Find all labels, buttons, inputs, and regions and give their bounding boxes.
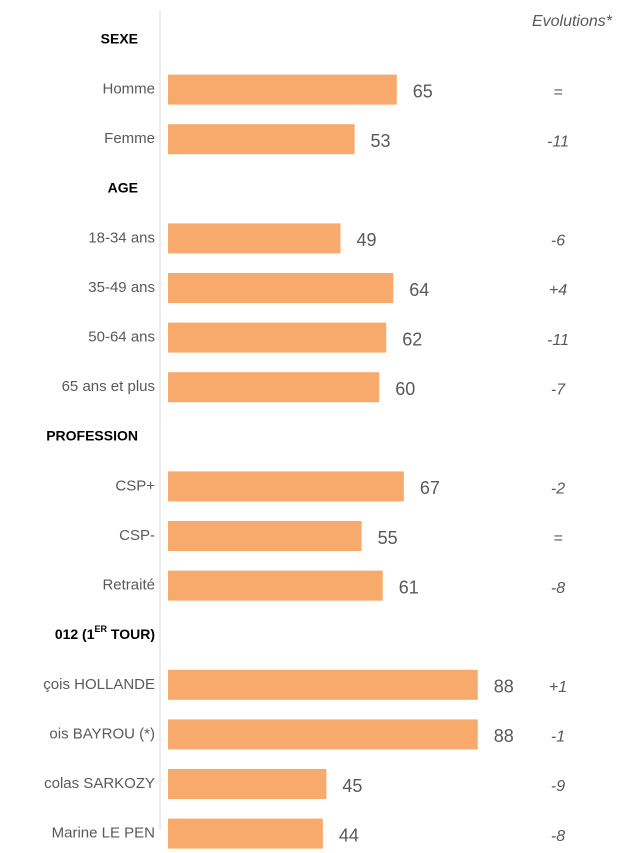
value-label: 61: [399, 577, 419, 597]
group-header: SEXE: [101, 31, 138, 47]
evolution-title: Evolutions*: [532, 13, 613, 30]
category-label: 18-34 ans: [88, 229, 155, 246]
category-label: ois BAYROU (*): [49, 725, 155, 742]
evolution: -8: [551, 580, 565, 597]
header-part: TOUR): [107, 626, 155, 642]
value-label: 88: [494, 677, 514, 697]
category-label: Marine LE PEN: [52, 825, 155, 842]
bar: [168, 74, 397, 105]
category-label: 65 ans et plus: [62, 378, 155, 395]
category-label: 35-49 ans: [88, 279, 155, 296]
category-label: Homme: [102, 81, 155, 98]
category-label: Femme: [104, 130, 155, 147]
value-label: 67: [420, 478, 440, 498]
header-part: ER: [95, 625, 108, 635]
evolution: -7: [551, 381, 566, 398]
value-label: 62: [402, 329, 422, 349]
evolution: -2: [551, 481, 565, 498]
evolution: -9: [551, 778, 565, 795]
value-label: 45: [342, 776, 362, 796]
bar: [168, 669, 478, 700]
bar: [168, 521, 362, 551]
bar: [168, 124, 355, 155]
bar: [168, 719, 478, 750]
evolution: =: [553, 84, 562, 101]
evolution: +1: [549, 679, 567, 696]
group-header: 012 (1ER TOUR): [55, 625, 155, 642]
value-label: 49: [356, 230, 376, 250]
bar: [168, 322, 387, 353]
bar: [168, 273, 394, 303]
value-label: 55: [378, 528, 398, 548]
evolution: -11: [547, 133, 569, 150]
value-label: 60: [395, 379, 415, 399]
evolution: -6: [551, 233, 565, 250]
value-label: 65: [413, 81, 433, 101]
evolution: -1: [551, 729, 565, 746]
evolution: =: [553, 530, 562, 547]
bar: [168, 570, 383, 601]
group-header: AGE: [108, 180, 138, 196]
evolution: +4: [549, 282, 567, 299]
category-label: colas SARKOZY: [44, 775, 155, 792]
value-label: 64: [409, 280, 429, 300]
bar: [168, 372, 380, 403]
group-header: PROFESSION: [46, 428, 138, 444]
bar: [168, 471, 404, 502]
value-label: 88: [494, 726, 514, 746]
header-part: 012 (1: [55, 626, 95, 642]
category-label: CSP-: [119, 527, 155, 544]
category-label: Retraité: [102, 577, 155, 594]
value-label: 53: [371, 131, 391, 151]
category-label: CSP+: [115, 477, 155, 494]
category-label: çois HOLLANDE: [43, 676, 155, 693]
evolution: -8: [551, 828, 565, 845]
category-label: 50-64 ans: [88, 329, 155, 346]
bar: [168, 769, 327, 799]
evolution: -11: [547, 332, 569, 349]
value-label: 44: [339, 825, 359, 845]
bar: [168, 223, 341, 254]
bar: [168, 818, 323, 849]
